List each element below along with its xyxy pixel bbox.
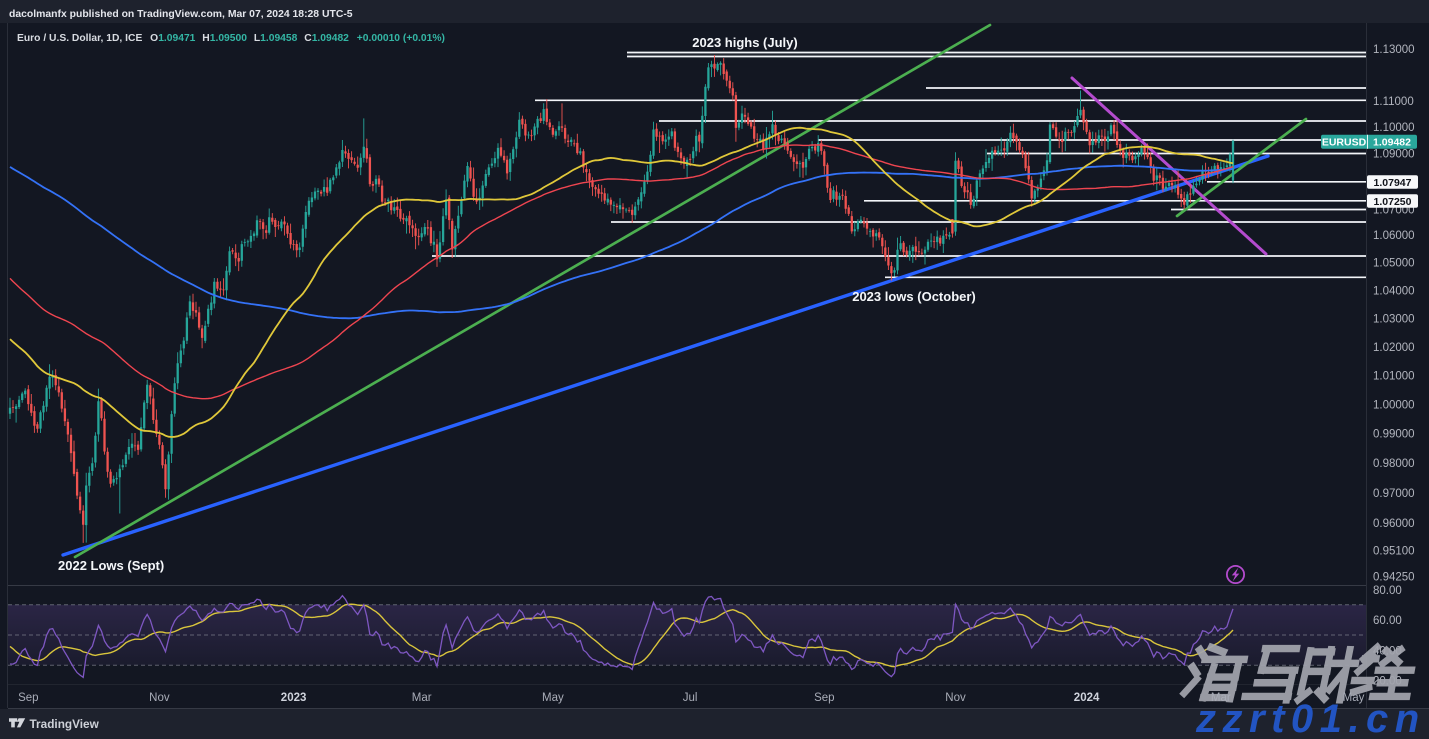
svg-text:1.00000: 1.00000 <box>1373 399 1415 411</box>
svg-text:2022 Lows (Sept): 2022 Lows (Sept) <box>58 558 164 573</box>
svg-text:Mar: Mar <box>1211 692 1231 704</box>
svg-text:TradingView: TradingView <box>30 717 100 731</box>
svg-text:60.00: 60.00 <box>1373 615 1402 627</box>
svg-text:May: May <box>1343 692 1365 704</box>
svg-text:Nov: Nov <box>945 692 966 704</box>
svg-text:2023: 2023 <box>281 692 307 704</box>
svg-text:0.94250: 0.94250 <box>1373 572 1415 584</box>
svg-text:1.05000: 1.05000 <box>1373 257 1415 269</box>
svg-text:1.07250: 1.07250 <box>1374 196 1412 208</box>
svg-text:0.95100: 0.95100 <box>1373 546 1415 558</box>
svg-text:1.07947: 1.07947 <box>1374 177 1412 189</box>
svg-text:dacolmanfx published on Tradin: dacolmanfx published on TradingView.com,… <box>9 9 353 20</box>
svg-text:1.02000: 1.02000 <box>1373 342 1415 354</box>
svg-text:1.06000: 1.06000 <box>1373 230 1415 242</box>
svg-text:EURUSD: EURUSD <box>1322 136 1367 148</box>
svg-text:2024: 2024 <box>1074 692 1100 704</box>
svg-text:1.03000: 1.03000 <box>1373 313 1415 325</box>
svg-text:1.11000: 1.11000 <box>1373 96 1414 108</box>
svg-text:0.97000: 0.97000 <box>1373 488 1415 500</box>
svg-text:Nov: Nov <box>149 692 170 704</box>
svg-text:Euro / U.S. Dollar, 1D, ICE O: Euro / U.S. Dollar, 1D, ICE O1.09471 H1.… <box>17 33 445 44</box>
svg-text:0.96000: 0.96000 <box>1373 518 1415 530</box>
svg-text:Sep: Sep <box>18 692 38 704</box>
svg-text:Mar: Mar <box>412 692 432 704</box>
svg-text:1.13000: 1.13000 <box>1373 44 1415 56</box>
svg-text:Jul: Jul <box>683 692 698 704</box>
svg-text:Sep: Sep <box>814 692 834 704</box>
svg-text:0.99000: 0.99000 <box>1373 429 1415 441</box>
svg-text:1.04000: 1.04000 <box>1373 285 1415 297</box>
svg-text:2023 lows (October): 2023 lows (October) <box>852 289 976 304</box>
svg-text:1.10000: 1.10000 <box>1373 122 1415 134</box>
svg-text:1.01000: 1.01000 <box>1373 370 1415 382</box>
svg-text:1.09482: 1.09482 <box>1373 136 1411 148</box>
svg-text:zzrt01.cn: zzrt01.cn <box>1195 697 1426 739</box>
svg-text:May: May <box>542 692 564 704</box>
svg-text:0.98000: 0.98000 <box>1373 458 1415 470</box>
svg-text:1.09000: 1.09000 <box>1373 149 1415 161</box>
svg-text:2023 highs (July): 2023 highs (July) <box>692 35 797 50</box>
svg-text:80.00: 80.00 <box>1373 585 1402 597</box>
